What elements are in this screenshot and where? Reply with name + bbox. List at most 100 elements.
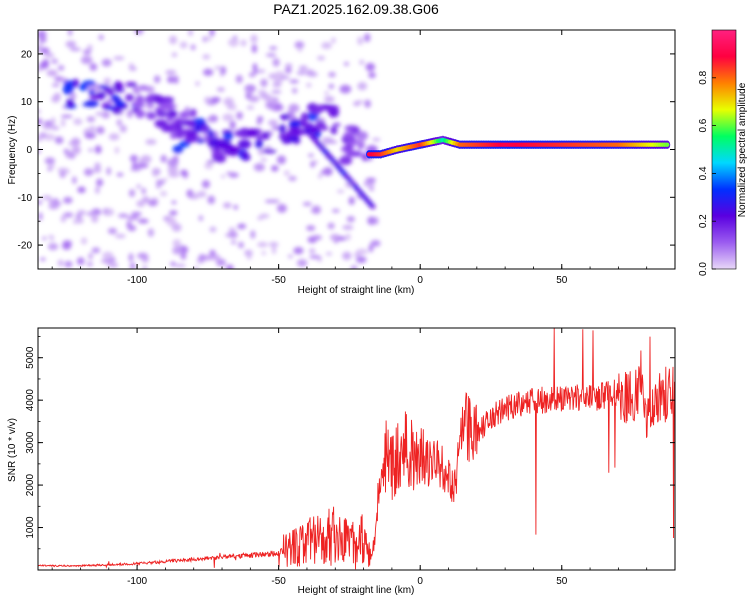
spectrogram-cell — [345, 233, 351, 241]
spectrogram-cell — [110, 94, 119, 101]
spectrogram-cell — [94, 145, 102, 154]
spectrogram-cell — [155, 184, 161, 189]
spectrogram-cell — [320, 170, 328, 175]
spectrogram-cell — [128, 63, 135, 71]
spectrogram-cell — [204, 96, 212, 103]
spectrogram-cell — [223, 132, 234, 141]
spectrogram-cell — [338, 156, 353, 166]
spectrogram-cell — [38, 32, 47, 38]
spectrogram-cell — [246, 128, 259, 138]
spectrogram-cell — [355, 130, 369, 141]
spectrogram-cell — [165, 69, 177, 75]
spectrogram-cell — [245, 88, 252, 95]
spectrogram-y-tick-label: -20 — [18, 241, 33, 252]
spectrogram-cell — [298, 65, 308, 71]
spectrogram-cell — [171, 52, 178, 58]
spectrogram-cell — [168, 171, 180, 178]
spectrogram-cell — [289, 121, 301, 128]
spectrogram-cell — [130, 167, 142, 172]
spectrogram-cell — [130, 211, 142, 216]
snr-plot-area — [38, 328, 675, 570]
spectrogram-cell — [264, 199, 277, 203]
spectrogram-cell — [62, 85, 74, 95]
spectrogram-cells — [38, 30, 381, 269]
spectrogram-cell — [41, 195, 52, 200]
spectrogram-cell — [355, 256, 367, 264]
spectrogram-cell — [54, 76, 64, 82]
spectrogram-cell — [53, 198, 59, 203]
spectrogram-cell — [310, 161, 315, 168]
spectrogram-cell — [359, 59, 365, 65]
spectrogram-cell — [201, 180, 211, 189]
colorbar-ticks: 0.0 0.2 0.4 0.6 0.8 — [698, 70, 716, 276]
spectrogram-cell — [272, 58, 280, 67]
spectrogram-cell — [214, 66, 223, 70]
spectrogram-cell — [137, 218, 149, 224]
spectrogram-cell — [129, 154, 139, 163]
spectrogram-cell — [367, 216, 377, 225]
spectrogram-cell — [126, 109, 134, 119]
spectrogram-cell — [198, 254, 206, 260]
spectrogram-cell — [297, 46, 303, 53]
spectrogram-cell — [256, 116, 264, 122]
spectrogram-cell — [138, 84, 149, 91]
spectrogram-cell — [39, 61, 49, 70]
spectrogram-cell — [51, 83, 60, 87]
spectrogram-cell — [114, 146, 120, 154]
spectrogram-cell — [182, 119, 195, 127]
spectrogram-cell — [38, 135, 44, 142]
spectrogram-cell — [61, 241, 72, 250]
spectrogram-cell — [236, 111, 243, 120]
spectrogram-cell — [324, 91, 329, 96]
spectrogram-cell — [46, 69, 58, 77]
spectrogram-cell — [357, 36, 364, 46]
spectrogram-cell — [167, 109, 178, 119]
spectrogram-cell — [59, 171, 66, 178]
spectrogram-cell — [160, 154, 167, 163]
spectrogram-cell — [369, 204, 376, 210]
spectrogram-cell — [284, 67, 292, 74]
spectrogram-cell — [256, 216, 264, 221]
spectrogram-cell — [153, 75, 161, 84]
spectrogram-cell — [235, 74, 243, 84]
spectrogram-cell — [173, 75, 179, 84]
spectrogram-cell — [98, 84, 110, 90]
spectrogram-cell — [141, 187, 147, 195]
spectrogram-cell — [374, 216, 379, 225]
spectrogram-cell — [191, 192, 200, 198]
snr-series-line — [38, 328, 675, 570]
spectrogram-cell — [38, 41, 43, 50]
spectrogram-cell — [268, 242, 279, 247]
spectrogram-cell — [245, 93, 251, 100]
spectrogram-cell — [84, 100, 99, 108]
spectrogram-cell — [71, 137, 81, 147]
spectrogram-cell — [260, 78, 268, 88]
spectrogram-cell — [142, 265, 148, 269]
spectrogram-cell — [128, 189, 136, 198]
spectrogram-cell — [220, 174, 226, 179]
spectrogram-cell — [124, 93, 135, 102]
spectrogram-cell — [306, 225, 316, 231]
spectrogram-cell — [175, 128, 185, 139]
spectrogram-cell — [131, 161, 138, 170]
spectrogram-cell — [358, 140, 366, 148]
spectrogram-cell — [136, 88, 141, 96]
spectrogram-cell — [268, 73, 277, 80]
colorbar-tick-label: 0.0 — [698, 262, 709, 276]
spectrogram-cell — [88, 148, 94, 152]
spectrogram-cell — [79, 83, 89, 91]
spectrogram-cell — [47, 242, 59, 251]
spectrogram-cell — [188, 30, 193, 36]
spectrogram-cell — [119, 124, 127, 133]
spectrogram-cell — [307, 71, 318, 77]
spectrogram-cell — [336, 189, 345, 194]
spectrogram-cell — [288, 103, 300, 113]
spectrogram-cell — [347, 139, 361, 146]
colorbar: 0.0 0.2 0.4 0.6 0.8 Normalized spectral ampl… — [698, 29, 748, 276]
spectrogram-cell — [344, 125, 359, 132]
snr-y-tick-label: 4000 — [25, 389, 36, 412]
spectrogram-cell — [352, 101, 361, 107]
spectrogram-cell — [283, 170, 290, 176]
spectrogram-cell — [217, 140, 232, 147]
